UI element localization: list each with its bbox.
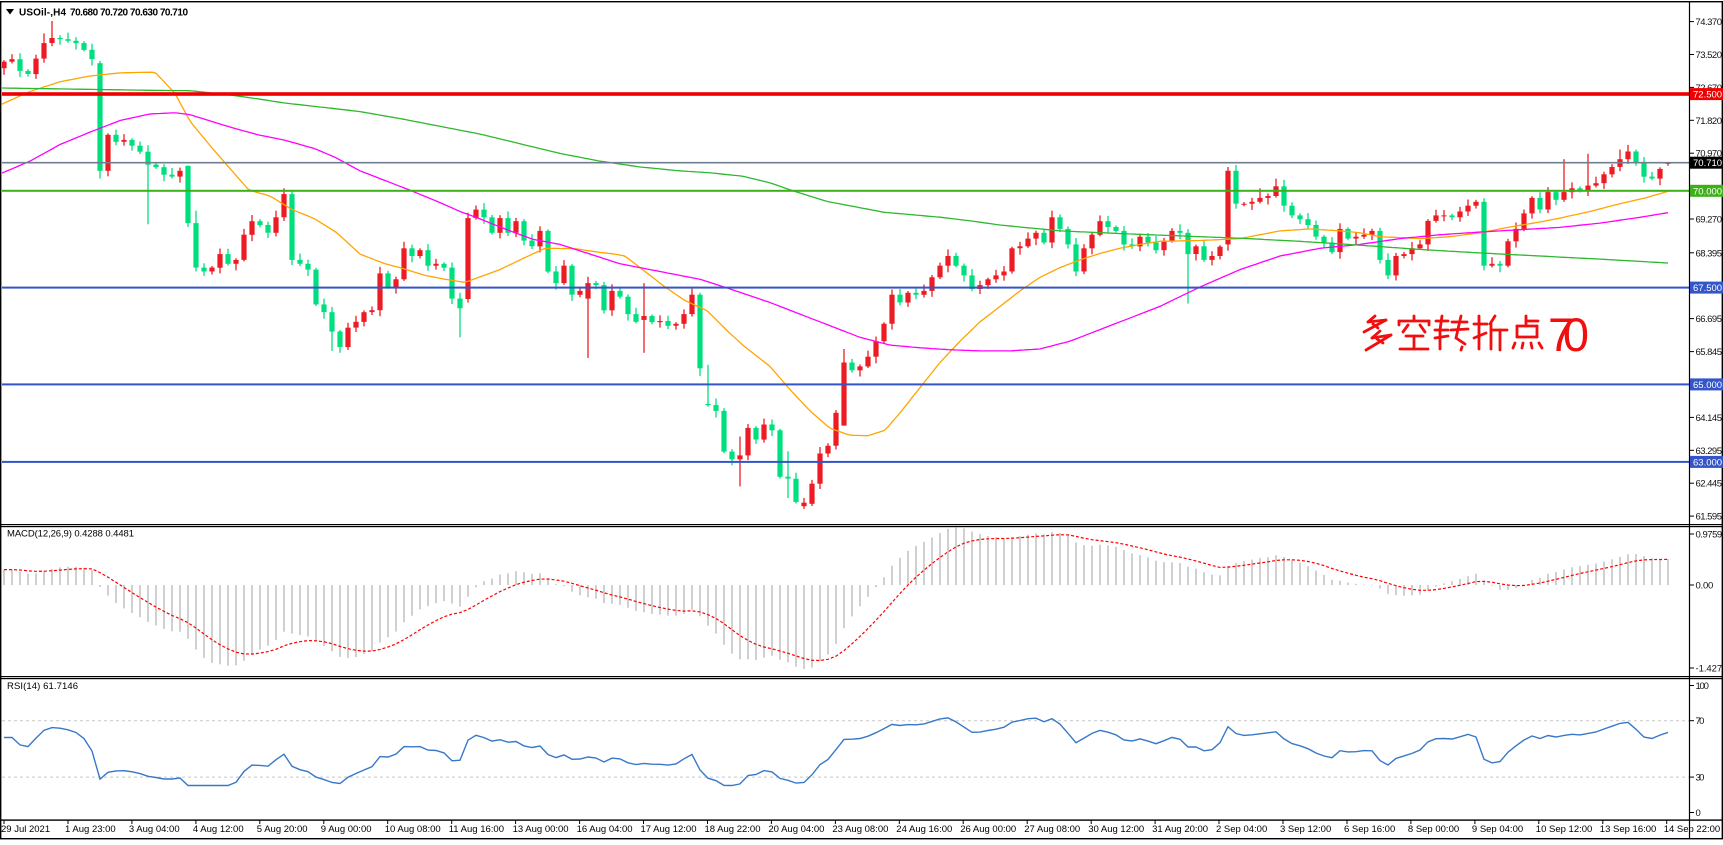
svg-text:66.695: 66.695	[1696, 314, 1723, 325]
svg-text:31 Aug 20:00: 31 Aug 20:00	[1152, 824, 1208, 835]
svg-text:68.395: 68.395	[1696, 248, 1723, 259]
svg-text:18 Aug 22:00: 18 Aug 22:00	[705, 824, 761, 835]
svg-text:70: 70	[1696, 716, 1705, 727]
svg-text:4 Aug 12:00: 4 Aug 12:00	[193, 824, 244, 835]
svg-text:70: 70	[1548, 308, 1589, 361]
svg-text:65.845: 65.845	[1696, 347, 1723, 358]
svg-text:67.500: 67.500	[1693, 283, 1722, 294]
svg-text:14 Sep 22:00: 14 Sep 22:00	[1664, 824, 1721, 835]
svg-text:30: 30	[1696, 773, 1705, 784]
svg-text:69.270: 69.270	[1696, 215, 1723, 226]
svg-text:USOil-,H4: USOil-,H4	[19, 8, 66, 19]
svg-text:13 Sep 16:00: 13 Sep 16:00	[1600, 824, 1657, 835]
svg-text:MACD(12,26,9) 0.4288 0.4481: MACD(12,26,9) 0.4288 0.4481	[7, 529, 134, 540]
svg-text:2 Sep 04:00: 2 Sep 04:00	[1216, 824, 1267, 835]
svg-text:1 Aug 23:00: 1 Aug 23:00	[65, 824, 116, 835]
svg-text:63.295: 63.295	[1696, 446, 1723, 457]
svg-text:70.710: 70.710	[1693, 158, 1722, 169]
svg-text:5 Aug 20:00: 5 Aug 20:00	[257, 824, 308, 835]
svg-text:13 Aug 00:00: 13 Aug 00:00	[513, 824, 569, 835]
svg-text:74.370: 74.370	[1696, 17, 1723, 28]
svg-text:26 Aug 00:00: 26 Aug 00:00	[960, 824, 1016, 835]
svg-text:70.000: 70.000	[1693, 186, 1722, 197]
svg-text:20 Aug 04:00: 20 Aug 04:00	[768, 824, 824, 835]
svg-text:11 Aug 16:00: 11 Aug 16:00	[449, 824, 504, 835]
svg-text:64.145: 64.145	[1696, 413, 1723, 424]
svg-text:70.680 70.720 70.630 70.710: 70.680 70.720 70.630 70.710	[70, 8, 188, 19]
svg-text:65.000: 65.000	[1693, 380, 1722, 391]
svg-text:0.9759: 0.9759	[1696, 530, 1723, 541]
svg-text:71.820: 71.820	[1696, 116, 1723, 127]
svg-text:10 Sep 12:00: 10 Sep 12:00	[1536, 824, 1593, 835]
svg-text:9 Aug 00:00: 9 Aug 00:00	[321, 824, 372, 835]
svg-text:9 Sep 04:00: 9 Sep 04:00	[1472, 824, 1523, 835]
svg-text:29 Jul 2021: 29 Jul 2021	[1, 824, 50, 835]
svg-text:23 Aug 08:00: 23 Aug 08:00	[832, 824, 888, 835]
svg-text:17 Aug 12:00: 17 Aug 12:00	[641, 824, 697, 835]
svg-text:3 Aug 04:00: 3 Aug 04:00	[129, 824, 180, 835]
svg-text:3 Sep 12:00: 3 Sep 12:00	[1280, 824, 1331, 835]
svg-text:61.595: 61.595	[1696, 512, 1723, 523]
svg-text:16 Aug 04:00: 16 Aug 04:00	[577, 824, 633, 835]
svg-text:8 Sep 00:00: 8 Sep 00:00	[1408, 824, 1459, 835]
svg-text:62.445: 62.445	[1696, 479, 1723, 490]
svg-text:0: 0	[1696, 808, 1701, 819]
svg-text:100: 100	[1696, 681, 1709, 692]
svg-text:RSI(14) 61.7146: RSI(14) 61.7146	[7, 681, 78, 692]
svg-text:70.970: 70.970	[1696, 149, 1723, 160]
svg-text:10 Aug 08:00: 10 Aug 08:00	[385, 824, 441, 835]
svg-text:27 Aug 08:00: 27 Aug 08:00	[1024, 824, 1080, 835]
svg-text:6 Sep 16:00: 6 Sep 16:00	[1344, 824, 1395, 835]
svg-text:63.000: 63.000	[1693, 457, 1722, 468]
svg-text:73.520: 73.520	[1696, 50, 1723, 61]
svg-text:30 Aug 12:00: 30 Aug 12:00	[1088, 824, 1144, 835]
svg-text:72.500: 72.500	[1693, 90, 1722, 101]
svg-text:-1.427: -1.427	[1696, 664, 1723, 675]
svg-text:0.00: 0.00	[1696, 581, 1714, 592]
svg-text:24 Aug 16:00: 24 Aug 16:00	[896, 824, 952, 835]
